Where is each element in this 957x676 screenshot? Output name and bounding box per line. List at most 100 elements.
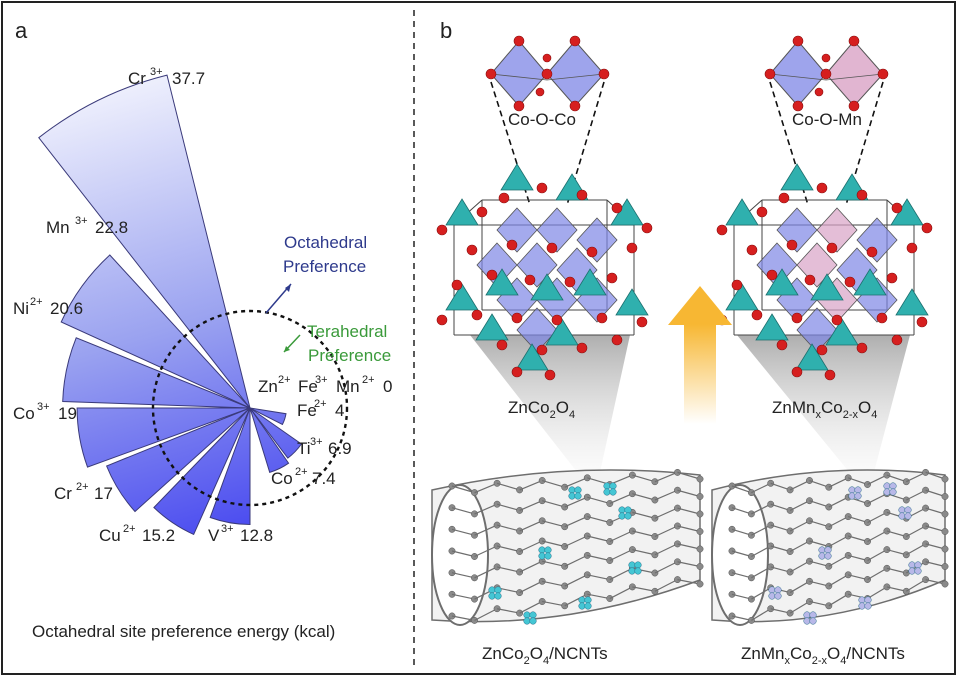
oxygen-atom — [891, 202, 903, 214]
cc-bond — [496, 503, 520, 512]
nanoparticle — [603, 488, 611, 496]
tetrahedron — [895, 288, 929, 316]
nanoparticle — [568, 486, 576, 494]
oxygen-atom — [636, 316, 648, 328]
carbon-atom — [516, 568, 524, 576]
carbon-atom — [516, 589, 524, 597]
tetrahedron — [825, 318, 859, 346]
carbon-atom — [767, 563, 775, 571]
carbon-atom — [922, 504, 930, 512]
carbon-atom — [516, 506, 524, 514]
oxygen-atom — [476, 206, 488, 218]
cc-bond — [789, 500, 810, 511]
oxygen-atom — [611, 334, 623, 346]
nanoparticle — [574, 492, 582, 500]
carbon-atom — [864, 481, 871, 488]
carbon-atom — [767, 479, 775, 487]
tetrahedron — [500, 163, 534, 191]
bar-label-ion: Cr — [128, 69, 146, 88]
carbon-atom — [516, 609, 524, 617]
nanoparticle — [538, 546, 546, 554]
carbon-atom — [786, 589, 794, 597]
nanoparticle — [864, 602, 872, 610]
oxygen-atom — [551, 314, 563, 326]
bar-label-value: 0 — [383, 377, 392, 396]
co-o-co-octahedra — [485, 35, 610, 112]
tetrahedron — [725, 198, 759, 226]
cc-bond — [587, 593, 610, 600]
cc-bond — [587, 535, 610, 543]
cc-bond — [542, 600, 565, 607]
bar-label-charge: 3+ — [310, 436, 323, 448]
cc-bond — [474, 566, 498, 579]
carbon-atom — [606, 500, 614, 507]
oxygen-atom — [756, 206, 768, 218]
carbon-atom — [728, 525, 736, 533]
carbon-atom — [883, 546, 891, 554]
nanoparticle — [914, 561, 922, 569]
oxygen-atom — [511, 366, 523, 378]
cc-bond — [496, 482, 520, 491]
cc-bond — [474, 524, 498, 536]
nanoparticle — [803, 617, 811, 625]
cc-bond — [474, 482, 498, 494]
co-o-co-label: Co-O-Co — [508, 110, 576, 129]
cc-bond — [867, 530, 888, 543]
bar-label-co2: Co 2+ 7.4 — [271, 466, 336, 488]
nanoparticle — [584, 602, 592, 610]
nanoparticle — [634, 567, 642, 575]
cc-bond — [542, 540, 565, 548]
oxygen-atom — [746, 244, 758, 256]
cc-bond — [654, 471, 678, 483]
cc-bond — [654, 543, 678, 556]
tetrahedron — [795, 343, 829, 371]
cc-bond — [751, 608, 772, 621]
oxygen-atom — [564, 276, 576, 288]
cc-bond — [632, 549, 656, 556]
cc-bond — [632, 493, 656, 501]
oxygen-atom — [606, 272, 618, 284]
cc-bond — [654, 489, 678, 501]
crystal-structure-left — [436, 163, 653, 381]
oxygen-atom — [916, 316, 928, 328]
nanoparticle — [803, 611, 811, 619]
cc-bond — [519, 479, 543, 491]
tetrahedron — [725, 283, 759, 311]
tetrahedron — [545, 318, 579, 346]
cc-bond — [474, 608, 498, 621]
co-o-mn-label: Co-O-Mn — [792, 110, 862, 129]
cc-bond — [789, 600, 810, 614]
nanoparticle — [858, 602, 866, 610]
oxygen-atom — [856, 342, 868, 354]
carbon-atom — [651, 551, 659, 559]
cc-bond — [632, 586, 656, 592]
carbon-atom — [696, 510, 704, 518]
carbon-atom — [941, 580, 949, 588]
cc-bond — [451, 550, 475, 558]
carbon-atom — [767, 542, 775, 550]
cc-bond — [905, 579, 926, 592]
nanoparticle — [768, 592, 776, 600]
bar-label-ion: Co — [271, 469, 293, 488]
nanoparticle — [858, 596, 866, 604]
oxygen-atom — [466, 244, 478, 256]
carbon-atom — [606, 519, 614, 526]
carbon-atom — [941, 493, 949, 500]
oxygen-atom — [546, 242, 558, 254]
nanoparticle — [529, 617, 537, 625]
carbon-atom — [825, 483, 833, 491]
cc-bond — [677, 543, 701, 550]
cc-bond — [587, 554, 610, 562]
carbon-atom — [864, 557, 871, 564]
carbon-atom — [941, 528, 949, 535]
tetrahedral-label-2: Preference — [308, 346, 391, 365]
rose-bar-co2 — [249, 407, 290, 474]
cc-bond — [677, 471, 701, 480]
carbon-atom — [471, 553, 478, 560]
cc-bond — [519, 600, 543, 614]
x-axis-title: Octahedral site preference energy (kcal) — [32, 622, 335, 641]
carbon-atom — [767, 521, 775, 529]
carbon-atom — [448, 590, 456, 598]
